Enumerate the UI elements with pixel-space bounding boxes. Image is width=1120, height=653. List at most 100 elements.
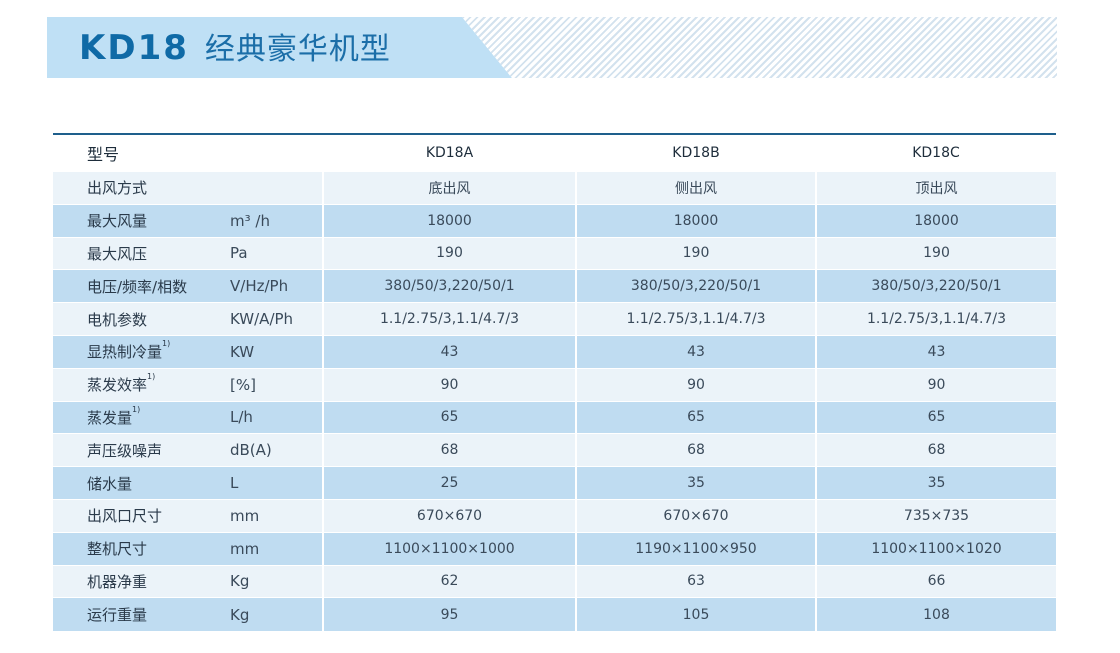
cell-value: 380/50/3,220/50/1	[815, 269, 1056, 303]
row-name-text: 电机参数	[87, 310, 148, 329]
table-row: 最大风量 m³ /h 18000 18000 18000	[53, 203, 1056, 238]
row-name: 电压/频率/相数	[53, 269, 228, 303]
cell-value: 18000	[575, 203, 816, 238]
row-name: 出风方式	[53, 171, 228, 205]
table-row: 出风口尺寸 mm 670×670 670×670 735×735	[53, 498, 1056, 533]
row-unit: V/Hz/Ph	[228, 269, 323, 303]
header-model-label: 型号	[53, 134, 228, 172]
cell-value: 43	[815, 334, 1056, 369]
row-unit: KW	[228, 334, 323, 369]
cell-value: 1.1/2.75/3,1.1/4.7/3	[575, 302, 816, 336]
table-row: 显热制冷量1) KW 43 43 43	[53, 334, 1056, 369]
cell-value: 侧出风	[575, 171, 816, 205]
table-row: 声压级噪声 dB(A) 68 68 68	[53, 433, 1056, 467]
table-row: 出风方式 底出风 侧出风 顶出风	[53, 171, 1056, 205]
row-name-text: 最大风压	[87, 244, 148, 263]
row-unit: mm	[228, 531, 323, 566]
row-name-text: 蒸发效率	[87, 376, 148, 395]
table-body: 出风方式 底出风 侧出风 顶出风 最大风量 m³ /h 18000 18000 18000 最大风…	[53, 171, 1056, 631]
cell-value: 65	[575, 400, 816, 434]
row-name-text: 最大风量	[87, 212, 148, 231]
spec-table: 型号 KD18A KD18B KD18C 出风方式 底出风 侧出风 顶出风 最大风量 m³…	[53, 133, 1056, 631]
row-name: 电机参数	[53, 302, 228, 336]
row-unit: mm	[228, 498, 323, 533]
table-row: 运行重量 Kg 95 105 108	[53, 597, 1056, 631]
cell-value: 底出风	[322, 171, 576, 205]
cell-value: 1100×1100×1000	[322, 531, 576, 566]
row-name: 显热制冷量1)	[53, 334, 228, 369]
table-row: 储水量 L 25 35 35	[53, 466, 1056, 500]
cell-value: 65	[815, 400, 1056, 434]
row-name-text: 机器净重	[87, 572, 148, 591]
cell-value: 18000	[815, 203, 1056, 238]
header-model-a: KD18A	[323, 134, 576, 172]
cell-value: 25	[322, 466, 576, 500]
row-name-text: 整机尺寸	[87, 540, 148, 559]
row-name: 蒸发效率1)	[53, 367, 228, 402]
header-model-c: KD18C	[816, 134, 1056, 172]
row-unit: Kg	[228, 597, 323, 631]
cell-value: 95	[322, 597, 576, 631]
row-name-text: 显热制冷量	[87, 343, 163, 362]
cell-value: 380/50/3,220/50/1	[575, 269, 816, 303]
row-name: 最大风量	[53, 203, 228, 238]
cell-value: 66	[815, 564, 1056, 598]
row-name-text: 运行重量	[87, 606, 148, 624]
cell-value: 670×670	[322, 498, 576, 533]
cell-value: 105	[575, 597, 816, 631]
cell-value: 1100×1100×1020	[815, 531, 1056, 566]
row-unit: dB(A)	[228, 433, 323, 467]
cell-value: 108	[815, 597, 1056, 631]
cell-value: 63	[575, 564, 816, 598]
footnote-marker: 1)	[147, 372, 156, 382]
row-name-text: 出风方式	[87, 179, 148, 198]
table-row: 整机尺寸 mm 1100×1100×1000 1190×1100×950 1100×11…	[53, 531, 1056, 566]
cell-value: 1.1/2.75/3,1.1/4.7/3	[815, 302, 1056, 336]
footnote-marker: 1)	[132, 404, 141, 414]
cell-value: 190	[815, 236, 1056, 270]
table-row: 电压/频率/相数 V/Hz/Ph 380/50/3,220/50/1 380/50/3…	[53, 269, 1056, 303]
row-name: 蒸发量1)	[53, 400, 228, 434]
table-row: 机器净重 Kg 62 63 66	[53, 564, 1056, 598]
page-title: KD18 经典豪华机型	[79, 24, 391, 68]
cell-value: 190	[575, 236, 816, 270]
row-unit: L	[228, 466, 323, 500]
table-row: 电机参数 KW/A/Ph 1.1/2.75/3,1.1/4.7/3 1.1/2.75/…	[53, 302, 1056, 336]
table-row: 蒸发量1) L/h 65 65 65	[53, 400, 1056, 434]
cell-value: 735×735	[815, 498, 1056, 533]
model-series: KD18	[79, 28, 189, 68]
cell-value: 1190×1100×950	[575, 531, 816, 566]
cell-value: 68	[815, 433, 1056, 467]
row-name: 最大风压	[53, 236, 228, 270]
row-name-text: 蒸发量	[87, 408, 133, 427]
row-unit: m³ /h	[228, 203, 323, 238]
cell-value: 190	[322, 236, 576, 270]
row-name: 运行重量	[53, 597, 228, 631]
cell-value: 62	[322, 564, 576, 598]
row-name-text: 储水量	[87, 474, 133, 493]
table-row: 蒸发效率1) [%] 90 90 90	[53, 367, 1056, 402]
cell-value: 35	[815, 466, 1056, 500]
row-name-text: 出风口尺寸	[87, 507, 163, 526]
cell-value: 68	[322, 433, 576, 467]
table-row: 最大风压 Pa 190 190 190	[53, 236, 1056, 270]
cell-value: 43	[575, 334, 816, 369]
cell-value: 90	[815, 367, 1056, 402]
row-unit	[228, 171, 323, 205]
cell-value: 18000	[322, 203, 576, 238]
cell-value: 35	[575, 466, 816, 500]
footnote-marker: 1)	[162, 339, 171, 349]
row-name-text: 声压级噪声	[87, 441, 163, 460]
cell-value: 90	[322, 367, 576, 402]
cell-value: 1.1/2.75/3,1.1/4.7/3	[322, 302, 576, 336]
row-unit: Pa	[228, 236, 323, 270]
banner-solid-panel	[47, 17, 512, 78]
row-unit: KW/A/Ph	[228, 302, 323, 336]
model-subtitle: 经典豪华机型	[204, 32, 391, 67]
header-model-b: KD18B	[576, 134, 816, 172]
header-unit-blank	[228, 134, 323, 172]
row-name: 整机尺寸	[53, 531, 228, 566]
cell-value: 380/50/3,220/50/1	[322, 269, 576, 303]
cell-value: 68	[575, 433, 816, 467]
cell-value: 43	[322, 334, 576, 369]
